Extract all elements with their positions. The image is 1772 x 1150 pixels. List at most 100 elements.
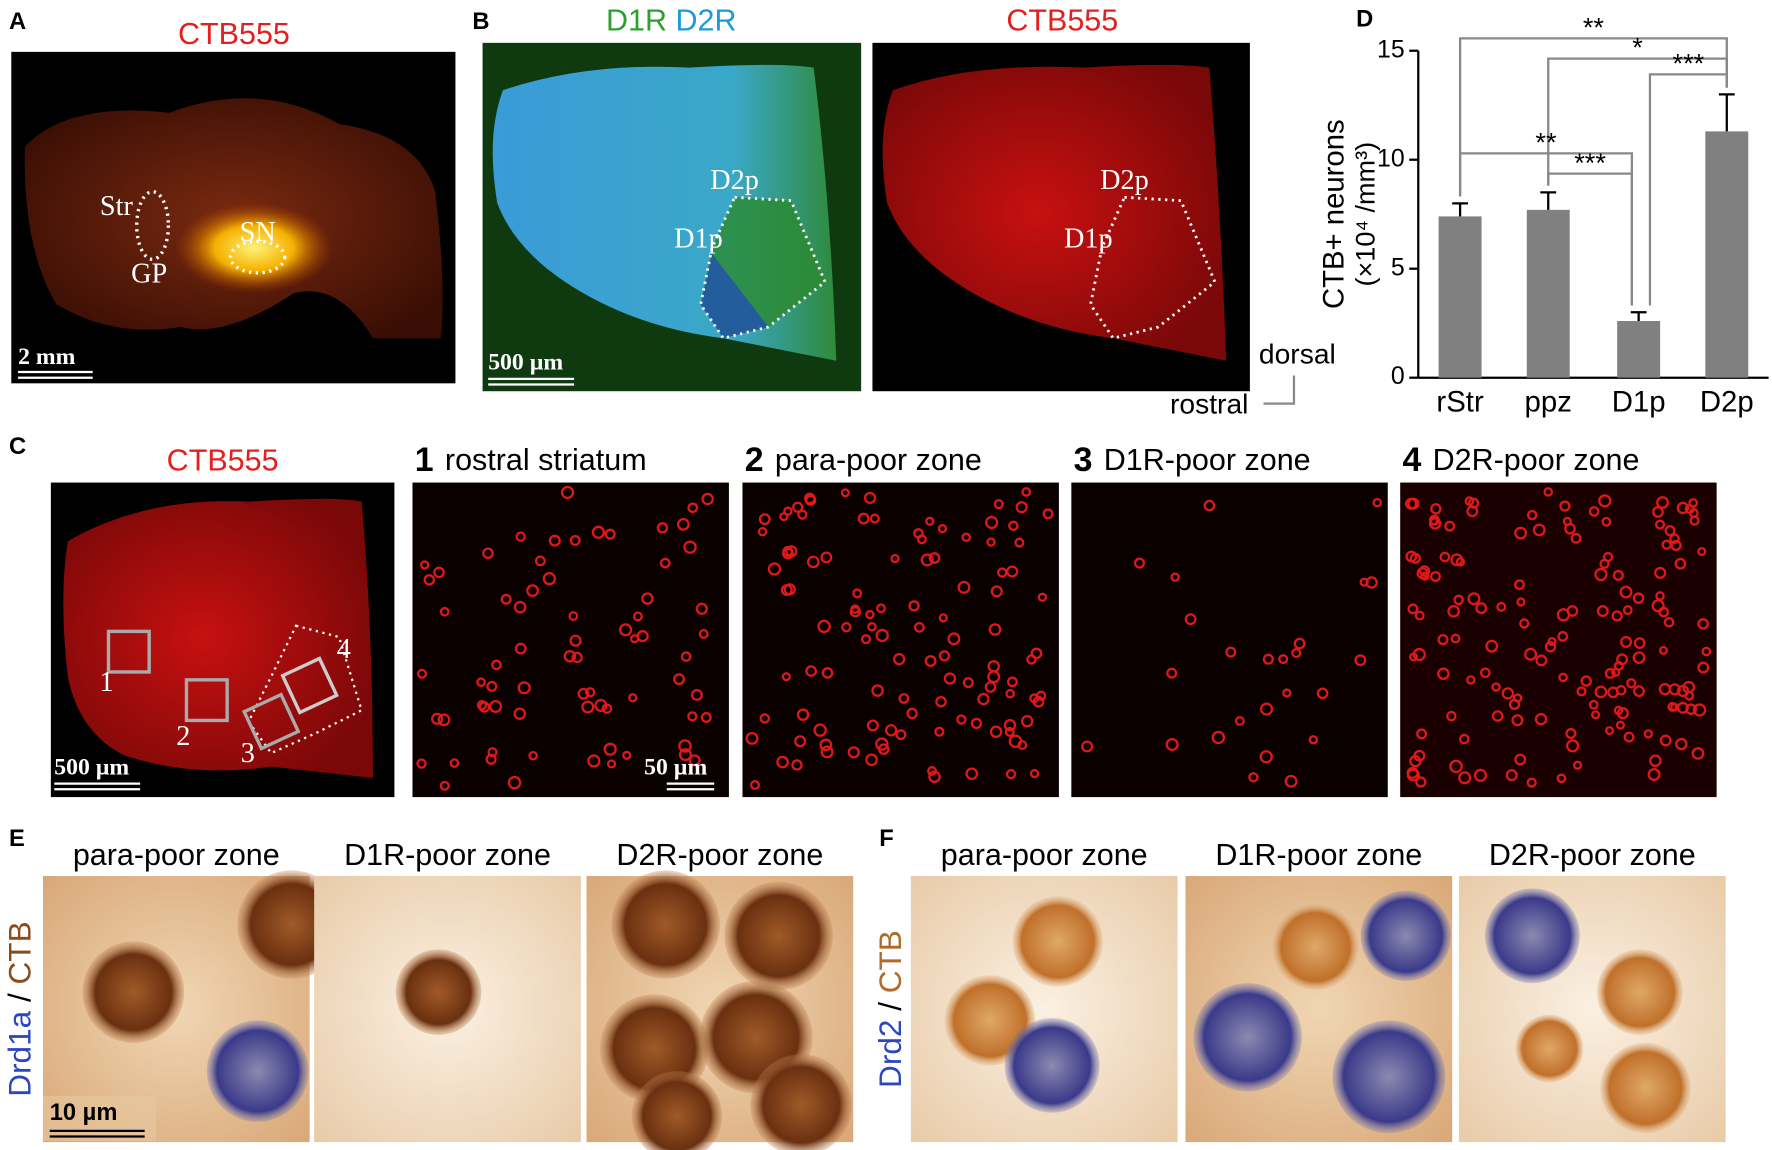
cell (1414, 610, 1425, 621)
cell (1165, 737, 1179, 752)
cell (857, 512, 870, 525)
cell (1203, 499, 1216, 512)
cell (416, 668, 428, 679)
cell (962, 677, 974, 689)
cell (1416, 728, 1428, 740)
cell (1564, 522, 1576, 535)
cell (423, 574, 436, 586)
cell (1413, 749, 1426, 762)
cell (988, 623, 1002, 636)
cell (1604, 668, 1616, 679)
cell (1170, 572, 1180, 582)
cell (1647, 768, 1661, 782)
cell (680, 651, 692, 662)
cell (1526, 777, 1537, 788)
cell (1354, 654, 1367, 667)
cell (850, 604, 860, 614)
cell (797, 509, 808, 520)
cell (1466, 675, 1476, 685)
cell (585, 687, 596, 698)
scale-bar-label: 500 µm (488, 350, 563, 376)
significance-bracket (1648, 73, 1728, 306)
cell (943, 672, 957, 685)
cell (984, 681, 997, 693)
region-label: D2p (710, 165, 759, 196)
inset-number: 2 (745, 441, 764, 479)
inset-text: D2R-poor zone (1433, 443, 1640, 477)
cell (678, 739, 692, 753)
cell (792, 501, 804, 513)
region-label: D2p (1100, 165, 1149, 196)
cell (906, 707, 918, 720)
cell (487, 747, 498, 758)
cell (1032, 695, 1045, 708)
cell (884, 724, 898, 737)
cell (507, 775, 522, 790)
cell (796, 708, 810, 721)
cell (776, 755, 789, 769)
insets: 1 rostral striatum 2 para-poor zone 3 D1R-poo… (412, 441, 1717, 798)
cell (1632, 651, 1646, 664)
cell (513, 707, 527, 720)
cell (794, 735, 807, 748)
cell (629, 634, 640, 644)
cell (1559, 500, 1571, 512)
cell (1515, 1014, 1584, 1083)
cell (1449, 759, 1463, 774)
cell (1468, 497, 1480, 509)
cell (1659, 734, 1672, 747)
axis-label: rostral (1170, 387, 1248, 419)
cell (1008, 520, 1019, 532)
y-tick-label: 0 (1391, 363, 1405, 390)
cell (1632, 592, 1645, 604)
y-tick-label: 5 (1391, 254, 1405, 281)
cell (698, 629, 709, 639)
cell (1308, 735, 1319, 745)
cell (819, 738, 833, 752)
cell (1365, 576, 1378, 589)
cell (1501, 687, 1515, 700)
cell (745, 731, 759, 745)
cell (767, 562, 782, 576)
cell (925, 516, 935, 526)
cell (1543, 487, 1554, 497)
cell (1600, 1042, 1691, 1134)
panel-title: D1R D2R (606, 4, 737, 38)
cell (1485, 639, 1499, 653)
cell (860, 634, 872, 645)
cell (1407, 603, 1419, 615)
cell (1669, 533, 1680, 544)
cell (517, 681, 531, 695)
cell (1532, 523, 1546, 537)
cell (1675, 737, 1688, 751)
cell (928, 552, 941, 564)
cell (1262, 653, 1274, 665)
cell (805, 665, 817, 677)
bar-chart: 0 5 10 15 CTB+ neurons (×10⁴ /mm³) rStr ppz D1p D… (1318, 11, 1769, 418)
significance-bracket (1547, 57, 1728, 186)
cell (804, 492, 816, 505)
panel-letter: D (1356, 7, 1373, 33)
x-tick-label: rStr (1436, 385, 1484, 418)
cell (1444, 520, 1456, 532)
cell (986, 537, 996, 547)
cell (1248, 772, 1259, 783)
panel-letter: A (9, 9, 26, 35)
cell (1420, 571, 1430, 581)
cell (821, 667, 834, 679)
cell (1572, 760, 1583, 770)
inset-title: 2 para-poor zone (745, 441, 982, 479)
cell (928, 770, 941, 783)
box-label: 3 (241, 738, 255, 769)
cell (1480, 667, 1491, 679)
cell (1594, 685, 1608, 699)
micrograph-b-left: D2p D1p 500 µm (482, 42, 862, 392)
cell (1491, 710, 1504, 722)
cell (1633, 637, 1646, 649)
cell (1453, 594, 1464, 606)
cell (841, 622, 852, 633)
cell (431, 712, 444, 725)
cell (1020, 714, 1034, 728)
cell (568, 611, 579, 622)
